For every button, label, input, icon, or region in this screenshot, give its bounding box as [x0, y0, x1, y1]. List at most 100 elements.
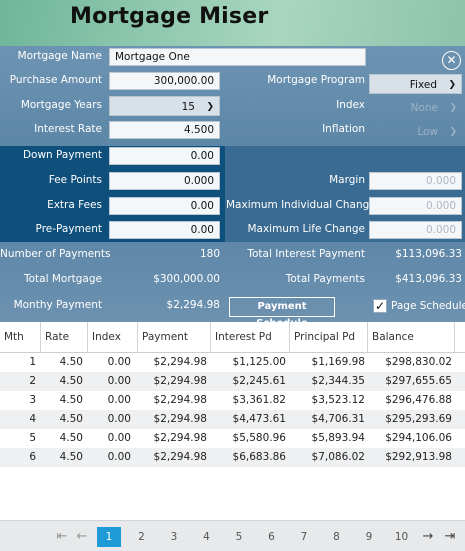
- page-button-10[interactable]: 10: [394, 531, 409, 543]
- max-life-change-input[interactable]: 0.000: [369, 221, 462, 239]
- app-header: Mortgage Miser: [0, 0, 465, 46]
- page-button-6[interactable]: 6: [268, 531, 275, 543]
- chevron-down-icon: ❯: [449, 127, 457, 137]
- table-cell: 0.00: [107, 432, 131, 444]
- monthly-payment-label: Monthy Payment: [13, 299, 102, 311]
- total-payments-value: $413,096.33: [395, 273, 462, 285]
- app-title: Mortgage Miser: [70, 4, 269, 29]
- total-interest-payment-value: $113,096.33: [395, 248, 462, 260]
- table-cell: $7,086.02: [311, 451, 365, 463]
- max-individual-change-label: Maximum Individual Change: [226, 199, 376, 211]
- next-page-icon[interactable]: →: [422, 529, 434, 544]
- table-cell: $2,294.98: [153, 375, 207, 387]
- inflation-select[interactable]: Low ❯: [369, 122, 462, 142]
- table-cell: 0.00: [107, 375, 131, 387]
- mortgage-program-label: Mortgage Program: [267, 74, 365, 86]
- interest-rate-label: Interest Rate: [34, 123, 102, 135]
- page-button-8[interactable]: 8: [333, 531, 340, 543]
- page-button-7[interactable]: 7: [300, 531, 308, 543]
- page-button-5[interactable]: 5: [235, 531, 243, 543]
- down-payment-label: Down Payment: [22, 149, 102, 161]
- total-payments-label: Total Payments: [285, 273, 365, 285]
- pre-payment-label: Pre-Payment: [35, 223, 102, 235]
- extra-fees-input[interactable]: 0.00: [109, 197, 220, 215]
- chevron-down-icon: ❯: [449, 103, 457, 113]
- table-row[interactable]: 5 4.50 0.00 $2,294.98 $5,580.96 $5,893.94 $294…: [0, 429, 465, 448]
- page-schedule-label: Page Schedule: [391, 300, 465, 312]
- index-label: Index: [336, 99, 365, 111]
- payment-schedule-button[interactable]: Payment Schedule: [229, 297, 335, 329]
- table-row[interactable]: 3 4.50 0.00 $2,294.98 $3,361.82 $3,523.12 $296…: [0, 391, 465, 410]
- purchase-amount-input[interactable]: 300,000.00: [109, 72, 220, 90]
- table-cell: $297,655.65: [385, 375, 452, 387]
- monthly-payment-value: $2,294.98: [166, 299, 220, 311]
- down-payment-input[interactable]: 0.00: [109, 147, 220, 165]
- column-header-principal-pd[interactable]: Principal Pd: [290, 322, 368, 352]
- index-select[interactable]: None ❯: [369, 98, 462, 118]
- pre-payment-input[interactable]: 0.00: [109, 221, 220, 239]
- table-cell: 4.50: [59, 356, 83, 368]
- inflation-value: Low: [417, 126, 438, 138]
- page-button-9[interactable]: 9: [365, 531, 373, 543]
- mortgage-name-label: Mortgage Name: [17, 50, 102, 62]
- column-header-index[interactable]: Index: [88, 322, 138, 352]
- margin-label: Margin: [329, 174, 365, 186]
- prev-page-icon[interactable]: ←: [76, 529, 88, 544]
- table-cell: 0.00: [107, 451, 131, 463]
- page-button-1[interactable]: 1: [97, 527, 121, 547]
- page-button-4[interactable]: 4: [203, 531, 210, 543]
- table-cell: $3,361.82: [232, 394, 286, 406]
- table-cell: $294,106.06: [385, 432, 452, 444]
- table-cell: 0.00: [107, 394, 131, 406]
- extra-fees-label: Extra Fees: [47, 199, 102, 211]
- purchase-amount-label: Purchase Amount: [9, 74, 102, 86]
- close-icon[interactable]: ✕: [442, 51, 461, 70]
- table-cell: $2,294.98: [153, 432, 207, 444]
- fee-points-label: Fee Points: [48, 174, 102, 186]
- table-cell: $5,580.96: [232, 432, 286, 444]
- table-cell: 0.00: [107, 356, 131, 368]
- table-row[interactable]: 1 4.50 0.00 $2,294.98 $1,125.00 $1,169.98 $298…: [0, 353, 465, 372]
- last-page-icon[interactable]: ⇥: [444, 529, 456, 544]
- table-row[interactable]: 2 4.50 0.00 $2,294.98 $2,245.61 $2,344.35 $297…: [0, 372, 465, 391]
- number-of-payments-value: 180: [199, 248, 220, 260]
- max-individual-change-input[interactable]: 0.000: [369, 197, 462, 215]
- interest-rate-input[interactable]: 4.500: [109, 121, 220, 139]
- table-cell: 4: [29, 413, 36, 425]
- table-cell: $2,294.98: [153, 394, 207, 406]
- table-cell: 0.00: [107, 413, 131, 425]
- fee-points-input[interactable]: 0.000: [109, 172, 220, 190]
- table-cell: $2,344.35: [311, 375, 365, 387]
- inflation-label: Inflation: [322, 123, 365, 135]
- payment-schedule-grid: Mth Rate Index Payment Interest Pd Princ…: [0, 322, 465, 520]
- first-page-icon[interactable]: ⇤: [56, 529, 68, 544]
- chevron-down-icon: ❯: [206, 102, 214, 112]
- page-schedule-checkbox[interactable]: ✓: [373, 299, 387, 313]
- mortgage-program-select[interactable]: Fixed ❯: [369, 74, 462, 94]
- table-cell: $3,523.12: [311, 394, 365, 406]
- column-header-mth[interactable]: Mth: [0, 322, 41, 352]
- table-cell: 3: [29, 394, 36, 406]
- total-mortgage-value: $300,000.00: [153, 273, 220, 285]
- mortgage-name-input[interactable]: Mortgage One: [109, 48, 366, 66]
- table-row[interactable]: 6 4.50 0.00 $2,294.98 $6,683.86 $7,086.02 $292…: [0, 448, 465, 467]
- mortgage-years-select[interactable]: 15 ❯: [109, 96, 220, 116]
- mortgage-years-label: Mortgage Years: [20, 99, 102, 111]
- table-cell: $2,294.98: [153, 356, 207, 368]
- number-of-payments-label: Number of Payments: [0, 248, 111, 260]
- grid-header: Mth Rate Index Payment Interest Pd Princ…: [0, 322, 465, 353]
- table-cell: 5: [29, 432, 36, 444]
- total-interest-payment-label: Total Interest Payment: [247, 248, 365, 260]
- table-row[interactable]: 4 4.50 0.00 $2,294.98 $4,473.61 $4,706.31 $295…: [0, 410, 465, 429]
- column-header-rate[interactable]: Rate: [41, 322, 88, 352]
- column-header-payment[interactable]: Payment: [138, 322, 211, 352]
- max-life-change-label: Maximum Life Change: [247, 223, 365, 235]
- page-button-2[interactable]: 2: [138, 531, 145, 543]
- table-cell: $4,473.61: [232, 413, 286, 425]
- table-cell: $2,294.98: [153, 413, 207, 425]
- check-icon: ✓: [374, 299, 386, 313]
- margin-input[interactable]: 0.000: [369, 172, 462, 190]
- page-button-3[interactable]: 3: [170, 531, 178, 543]
- column-header-interest-pd[interactable]: Interest Pd: [211, 322, 290, 352]
- column-header-balance[interactable]: Balance: [368, 322, 455, 352]
